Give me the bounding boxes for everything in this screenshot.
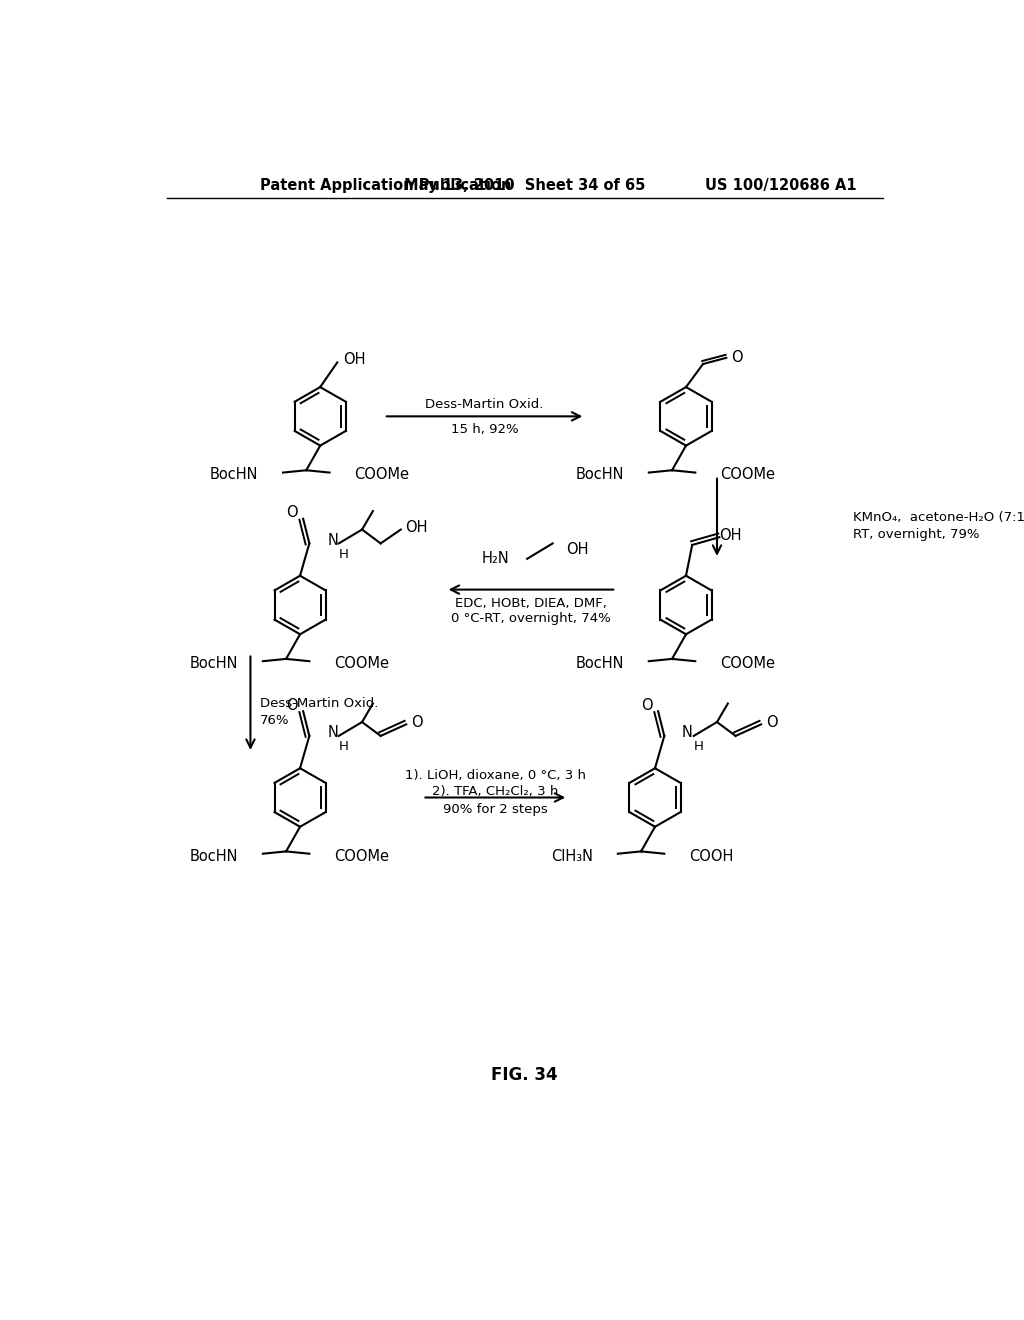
Text: COOMe: COOMe bbox=[720, 656, 775, 671]
Text: COOMe: COOMe bbox=[334, 849, 389, 863]
Text: May 13, 2010  Sheet 34 of 65: May 13, 2010 Sheet 34 of 65 bbox=[404, 178, 645, 193]
Text: H: H bbox=[339, 548, 348, 561]
Text: COOMe: COOMe bbox=[354, 467, 410, 482]
Text: O: O bbox=[287, 506, 298, 520]
Text: 90% for 2 steps: 90% for 2 steps bbox=[443, 804, 548, 816]
Text: OH: OH bbox=[719, 528, 741, 544]
Text: BocHN: BocHN bbox=[189, 656, 238, 671]
Text: N: N bbox=[682, 725, 693, 741]
Text: O: O bbox=[641, 697, 653, 713]
Text: OH: OH bbox=[566, 543, 589, 557]
Text: 15 h, 92%: 15 h, 92% bbox=[451, 422, 518, 436]
Text: Patent Application Publication: Patent Application Publication bbox=[260, 178, 511, 193]
Text: Dess-Martin Oxid.: Dess-Martin Oxid. bbox=[260, 697, 378, 710]
Text: N: N bbox=[327, 725, 338, 741]
Text: FIG. 34: FIG. 34 bbox=[492, 1065, 558, 1084]
Text: US 100/120686 A1: US 100/120686 A1 bbox=[705, 178, 856, 193]
Text: COOMe: COOMe bbox=[334, 656, 389, 671]
Text: H₂N: H₂N bbox=[481, 552, 509, 566]
Text: COOMe: COOMe bbox=[720, 467, 775, 482]
Text: Dess-Martin Oxid.: Dess-Martin Oxid. bbox=[425, 399, 544, 412]
Text: O: O bbox=[412, 715, 423, 730]
Text: COOH: COOH bbox=[689, 849, 733, 863]
Text: RT, overnight, 79%: RT, overnight, 79% bbox=[853, 528, 979, 541]
Text: KMnO₄,  acetone-H₂O (7:1): KMnO₄, acetone-H₂O (7:1) bbox=[853, 511, 1024, 524]
Text: EDC, HOBt, DIEA, DMF,: EDC, HOBt, DIEA, DMF, bbox=[455, 597, 607, 610]
Text: BocHN: BocHN bbox=[210, 467, 258, 482]
Text: 0 °C-RT, overnight, 74%: 0 °C-RT, overnight, 74% bbox=[452, 612, 611, 626]
Text: ClH₃N: ClH₃N bbox=[551, 849, 593, 863]
Text: O: O bbox=[731, 350, 743, 366]
Text: 76%: 76% bbox=[260, 714, 289, 727]
Text: OH: OH bbox=[406, 520, 428, 536]
Text: H: H bbox=[693, 741, 703, 754]
Text: BocHN: BocHN bbox=[575, 467, 624, 482]
Text: O: O bbox=[766, 715, 778, 730]
Text: BocHN: BocHN bbox=[189, 849, 238, 863]
Text: N: N bbox=[327, 533, 338, 548]
Text: 1). LiOH, dioxane, 0 °C, 3 h: 1). LiOH, dioxane, 0 °C, 3 h bbox=[404, 770, 586, 783]
Text: BocHN: BocHN bbox=[575, 656, 624, 671]
Text: H: H bbox=[339, 741, 348, 754]
Text: OH: OH bbox=[343, 352, 366, 367]
Text: 2). TFA, CH₂Cl₂, 3 h: 2). TFA, CH₂Cl₂, 3 h bbox=[432, 785, 558, 797]
Text: O: O bbox=[287, 697, 298, 713]
